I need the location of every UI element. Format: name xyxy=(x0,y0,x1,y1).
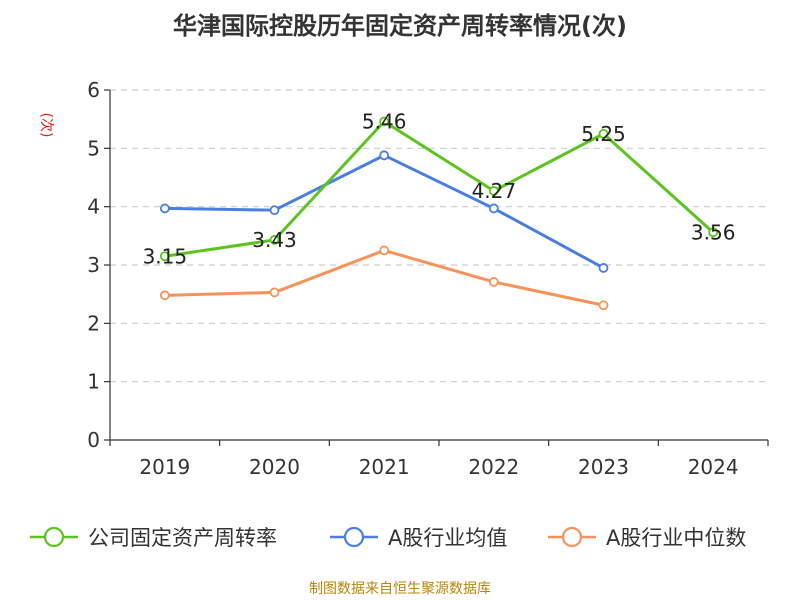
data-point xyxy=(269,235,280,245)
data-point xyxy=(379,116,390,127)
data-point xyxy=(598,263,609,273)
y-tick-label: 5 xyxy=(87,136,100,160)
data-point xyxy=(159,251,170,262)
x-tick-label: 2024 xyxy=(688,455,739,479)
x-tick-label: 2021 xyxy=(359,455,410,479)
y-tick-label: 4 xyxy=(87,195,100,219)
data-point xyxy=(488,277,499,287)
series-line-0 xyxy=(164,120,715,258)
x-tick-label: 2020 xyxy=(249,455,300,479)
data-point xyxy=(708,227,719,238)
legend-marker xyxy=(343,526,365,548)
data-point xyxy=(598,128,609,139)
legend-label: A股行业均值 xyxy=(388,526,507,550)
x-tick-label: 2022 xyxy=(468,455,519,479)
data-label: 4.27 xyxy=(472,179,517,203)
legend-label: A股行业中位数 xyxy=(606,526,746,550)
x-tick-label: 2023 xyxy=(578,455,629,479)
chart-title: 华津国际控股历年固定资产周转率情况(次) xyxy=(173,12,627,40)
data-label: 5.25 xyxy=(581,122,626,146)
legend-marker xyxy=(43,526,65,548)
legend-label: 公司固定资产周转率 xyxy=(88,526,277,550)
data-point xyxy=(159,203,170,214)
data-label: 5.46 xyxy=(362,110,407,134)
data-point xyxy=(488,203,499,214)
data-point xyxy=(269,205,280,216)
y-axis-label: (次) xyxy=(38,113,54,138)
data-point xyxy=(379,245,390,256)
y-tick-label: 6 xyxy=(87,78,100,102)
series-line-2 xyxy=(164,248,604,307)
y-tick-label: 3 xyxy=(87,253,100,277)
y-tick-label: 2 xyxy=(87,311,100,335)
y-tick-label: 0 xyxy=(87,428,100,452)
data-point xyxy=(269,287,280,298)
y-tick-label: 1 xyxy=(87,370,100,394)
data-point xyxy=(159,290,170,301)
data-label: 3.43 xyxy=(252,228,297,252)
data-label: 3.56 xyxy=(691,220,736,244)
data-source-note: 制图数据来自恒生聚源数据库 xyxy=(309,581,491,597)
data-point xyxy=(598,300,609,311)
data-label: 3.15 xyxy=(143,244,188,268)
x-tick-label: 2019 xyxy=(139,455,190,479)
legend-marker xyxy=(561,526,583,548)
data-point xyxy=(379,150,390,161)
data-point xyxy=(488,186,499,196)
